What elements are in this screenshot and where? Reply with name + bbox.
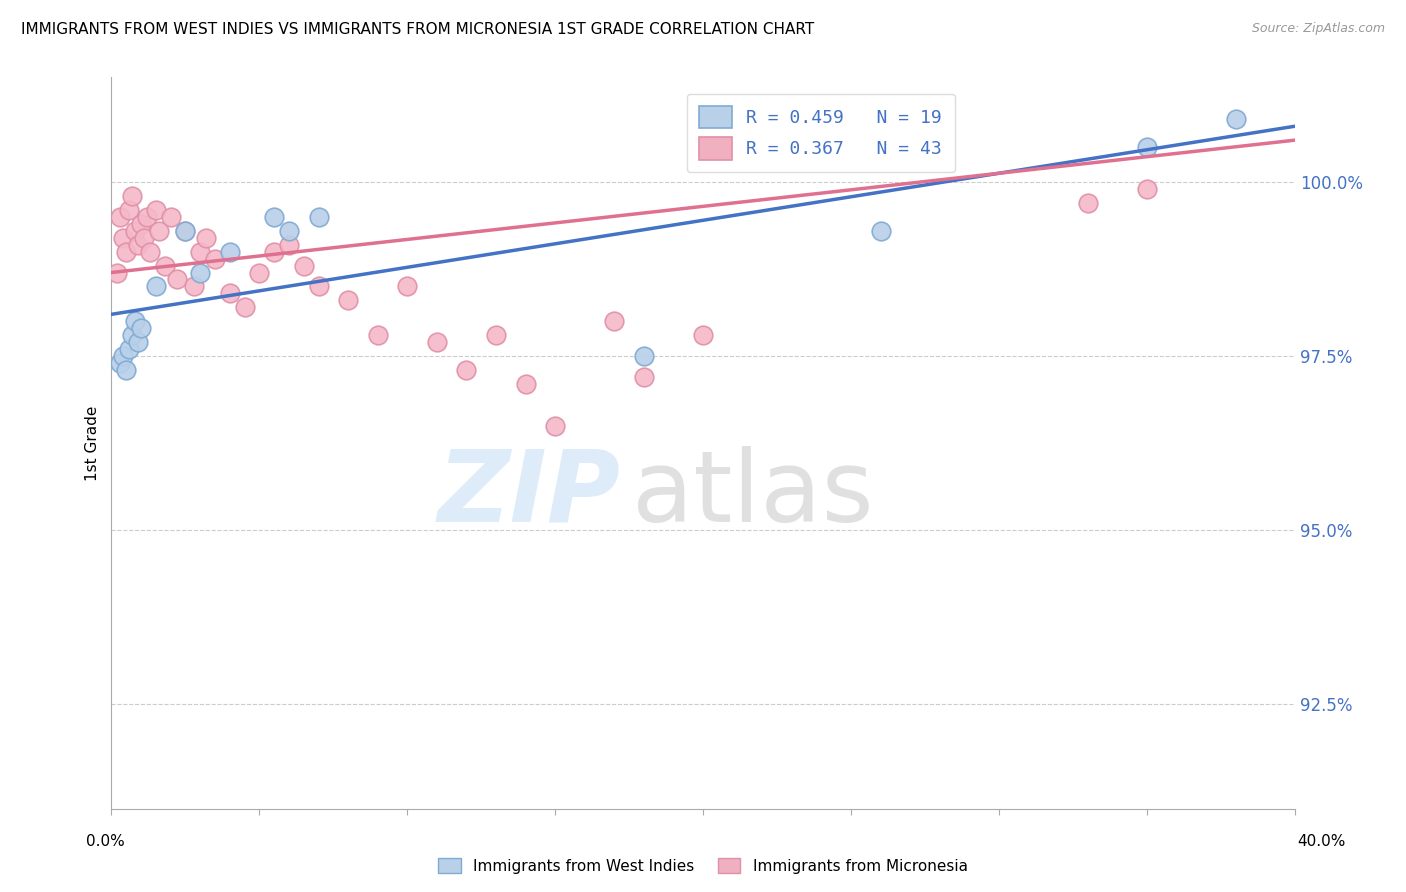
Text: IMMIGRANTS FROM WEST INDIES VS IMMIGRANTS FROM MICRONESIA 1ST GRADE CORRELATION : IMMIGRANTS FROM WEST INDIES VS IMMIGRANT…: [21, 22, 814, 37]
Point: [633, 349, 655, 363]
Point: [159, 210, 181, 224]
Point: [633, 370, 655, 384]
Point: [426, 335, 449, 350]
Text: Source: ZipAtlas.com: Source: ZipAtlas.com: [1251, 22, 1385, 36]
Point: [127, 335, 149, 350]
Point: [174, 224, 197, 238]
Point: [218, 286, 240, 301]
Point: [195, 230, 218, 244]
Point: [188, 244, 211, 259]
Point: [145, 279, 167, 293]
Y-axis label: 1st Grade: 1st Grade: [86, 406, 100, 481]
Legend: Immigrants from West Indies, Immigrants from Micronesia: Immigrants from West Indies, Immigrants …: [432, 852, 974, 880]
Point: [308, 279, 330, 293]
Point: [115, 244, 138, 259]
Point: [105, 266, 128, 280]
Point: [515, 376, 537, 391]
Point: [1136, 140, 1159, 154]
Point: [148, 224, 170, 238]
Point: [118, 342, 141, 356]
Point: [692, 328, 714, 343]
Point: [132, 230, 155, 244]
Point: [121, 328, 143, 343]
Point: [263, 210, 285, 224]
Point: [485, 328, 508, 343]
Point: [145, 202, 167, 217]
Point: [118, 202, 141, 217]
Point: [135, 210, 157, 224]
Point: [153, 259, 176, 273]
Point: [1077, 195, 1099, 210]
Point: [110, 210, 132, 224]
Point: [112, 349, 135, 363]
Point: [129, 217, 152, 231]
Point: [1225, 112, 1247, 127]
Point: [396, 279, 419, 293]
Point: [127, 237, 149, 252]
Point: [174, 224, 197, 238]
Text: 40.0%: 40.0%: [1298, 834, 1346, 849]
Point: [337, 293, 360, 308]
Point: [308, 210, 330, 224]
Point: [247, 266, 270, 280]
Point: [115, 363, 138, 377]
Point: [263, 244, 285, 259]
Point: [603, 314, 626, 328]
Point: [121, 189, 143, 203]
Point: [110, 356, 132, 370]
Point: [124, 314, 146, 328]
Point: [292, 259, 315, 273]
Point: [188, 266, 211, 280]
Point: [1136, 182, 1159, 196]
Point: [218, 244, 240, 259]
Point: [183, 279, 205, 293]
Point: [278, 224, 301, 238]
Point: [166, 272, 188, 286]
Point: [233, 301, 256, 315]
Point: [929, 147, 952, 161]
Point: [367, 328, 389, 343]
Point: [124, 224, 146, 238]
Text: ZIP: ZIP: [437, 446, 620, 543]
Legend: R = 0.459   N = 19, R = 0.367   N = 43: R = 0.459 N = 19, R = 0.367 N = 43: [686, 94, 955, 172]
Text: atlas: atlas: [633, 446, 873, 543]
Point: [544, 418, 567, 433]
Point: [129, 321, 152, 335]
Point: [112, 230, 135, 244]
Point: [278, 237, 301, 252]
Point: [456, 363, 478, 377]
Point: [139, 244, 162, 259]
Point: [204, 252, 226, 266]
Text: 0.0%: 0.0%: [86, 834, 125, 849]
Point: [869, 224, 891, 238]
